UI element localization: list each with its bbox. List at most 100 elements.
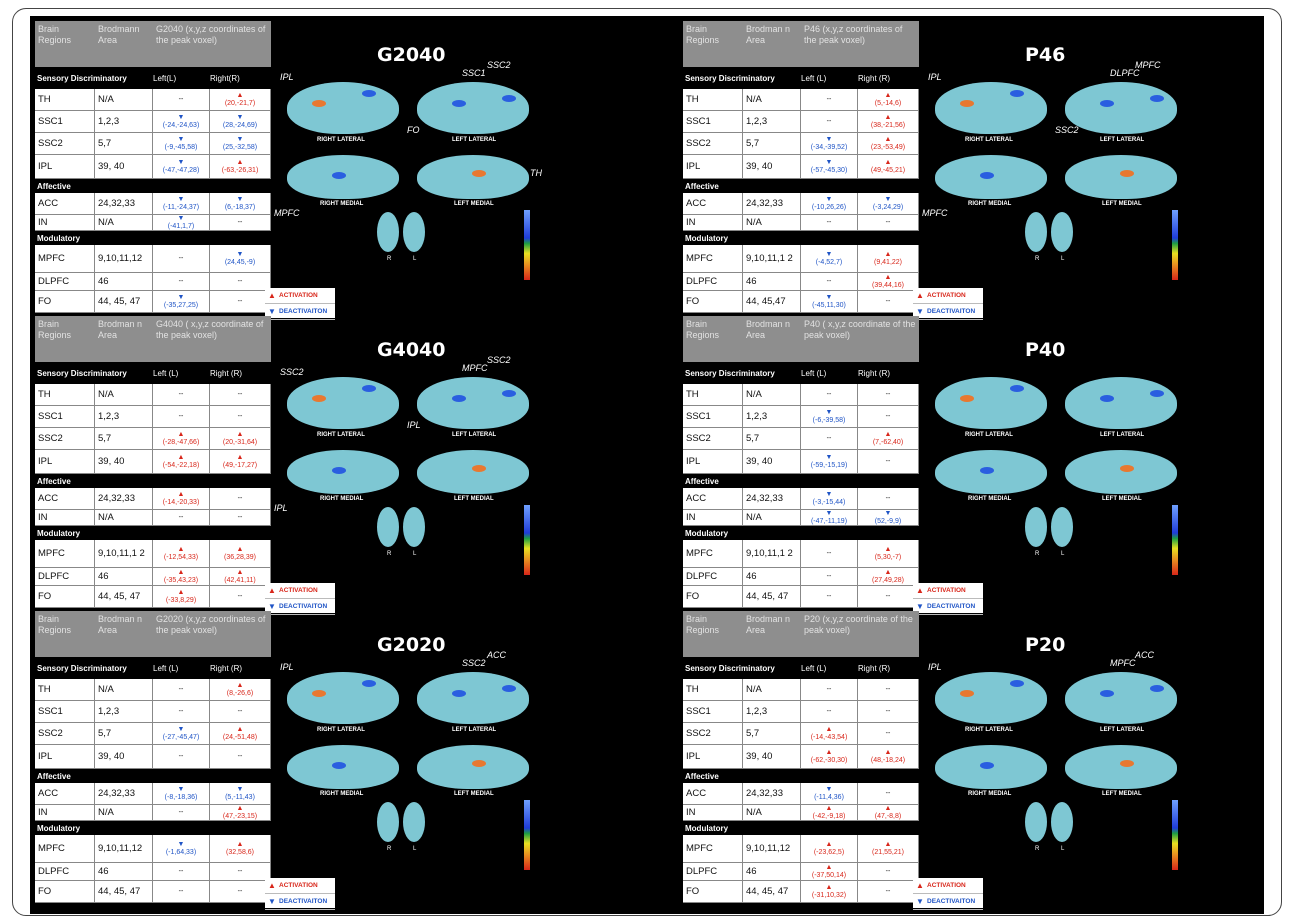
region-annotation: SSC2 xyxy=(487,60,511,70)
coordinate-value: (-33,8,29) xyxy=(165,596,197,604)
activation-spot xyxy=(1100,100,1114,107)
left-value-cell: -- xyxy=(153,273,210,290)
coordinate-value: (-3,-15,44) xyxy=(812,498,846,506)
left-value-cell: -- xyxy=(801,384,858,405)
dorsal-brain-left xyxy=(1051,212,1073,252)
area-cell: 44, 45, 47 xyxy=(743,586,801,607)
left-value-cell: ▲ (-54,-22,18) xyxy=(153,450,210,473)
activation-icon: ▲ xyxy=(177,490,185,498)
area-cell: N/A xyxy=(743,215,801,230)
table-row: ACC 24,32,33 ▲ (-14,-20,33) -- xyxy=(35,488,271,510)
activation-spot xyxy=(1100,395,1114,402)
hemisphere-l-label: L xyxy=(413,551,417,557)
activation-spot xyxy=(312,690,326,697)
coordinate-value: -- xyxy=(237,390,243,398)
table-header: Brain Regions Brodman n Area P20 (x,y,z co… xyxy=(683,611,919,657)
region-cell: IN xyxy=(683,805,743,820)
left-value-cell: -- xyxy=(153,510,210,525)
activation-spot xyxy=(452,690,466,697)
left-value-cell: ▲ (-31,10,32) xyxy=(801,881,858,902)
activation-legend: ▲ ACTIVATION ▼ DEACTIVAITON xyxy=(913,583,983,615)
hemisphere-r-label: R xyxy=(1035,551,1040,557)
header-left: Left(L) xyxy=(153,73,177,83)
table-row: SSC2 5,7 ▼ (-9,-45,58) ▼ (25,-32,58) xyxy=(35,133,271,155)
section-label: Sensory Discriminatory xyxy=(685,73,775,83)
section-row: Modulatory xyxy=(35,821,271,835)
region-annotation: FO xyxy=(407,125,420,135)
region-cell: ACC xyxy=(35,488,95,509)
right-value-cell: ▲ (49,-45,21) xyxy=(858,155,919,178)
table-row: SSC2 5,7 ▲ (-28,-47,66) ▲ (20,-31,64) xyxy=(35,428,271,450)
panel-title: P46 xyxy=(1025,44,1066,66)
header-left: Left (L) xyxy=(801,368,827,378)
section-label: Affective xyxy=(685,476,719,486)
activation-spot xyxy=(1150,390,1164,397)
table-row: SSC2 5,7 ▼ (-34,-39,52) ▲ (23,-53,49) xyxy=(683,133,919,155)
legend-activation: ▲ ACTIVATION xyxy=(265,878,335,894)
area-cell: 44, 45, 47 xyxy=(95,586,153,607)
header-brodmann: Brodman n Area xyxy=(746,614,791,635)
section-label: Sensory Discriminatory xyxy=(37,368,127,378)
header-coordinates: P46 (x,y,z coordinates of the peak voxel… xyxy=(804,24,903,45)
activation-spot xyxy=(980,467,994,474)
left-value-cell: ▼ (-4,52,7) xyxy=(801,245,858,272)
coordinate-value: (-63,-26,31) xyxy=(221,166,259,174)
header-right: Right (R) xyxy=(858,663,891,673)
coordinate-value: (-4,52,7) xyxy=(815,258,843,266)
color-scale xyxy=(1172,505,1178,575)
right-value-cell: ▲ (32,58,6) xyxy=(210,835,271,862)
coordinate-value: (38,-21,56) xyxy=(870,121,906,129)
table-row: SSC2 5,7 -- ▲ (7,-62,40) xyxy=(683,428,919,450)
coordinate-value: -- xyxy=(885,218,891,226)
deactivation-icon: ▼ xyxy=(825,250,833,258)
legend-deactivation-label: DEACTIVAITON xyxy=(279,308,328,315)
area-cell: 1,2,3 xyxy=(743,406,801,427)
coordinate-value: (42,41,11) xyxy=(224,576,256,584)
legend-activation-label: ACTIVATION xyxy=(927,882,966,889)
region-annotation: MPFC xyxy=(922,208,948,218)
activation-spot xyxy=(1120,760,1134,767)
activation-icon: ▲ xyxy=(884,158,892,166)
right-value-cell: ▲ (8,-26,6) xyxy=(210,679,271,700)
coordinate-value: (21,55,21) xyxy=(872,848,904,856)
area-cell: N/A xyxy=(95,215,153,230)
coordinate-value: -- xyxy=(826,549,832,557)
legend-activation-label: ACTIVATION xyxy=(927,587,966,594)
deactivation-icon: ▼ xyxy=(916,307,924,316)
coordinate-value: -- xyxy=(237,513,243,521)
data-table: Brain Regions Brodman n Area P20 (x,y,z co… xyxy=(683,611,919,903)
activation-spot xyxy=(312,395,326,402)
right-value-cell: -- xyxy=(210,215,271,230)
region-annotation: IPL xyxy=(274,503,288,513)
right-lateral-brain xyxy=(287,82,399,134)
coordinate-value: -- xyxy=(178,513,184,521)
coordinate-value: -- xyxy=(885,887,891,895)
left-value-cell: -- xyxy=(801,586,858,607)
area-cell: N/A xyxy=(95,510,153,525)
area-cell: 5,7 xyxy=(743,133,801,154)
activation-spot xyxy=(1100,690,1114,697)
coordinate-value: -- xyxy=(885,707,891,715)
left-lateral-label: LEFT LATERAL xyxy=(1100,137,1145,143)
left-value-cell: ▼ (-35,27,25) xyxy=(153,291,210,312)
coordinate-value: (8,-26,6) xyxy=(226,689,254,697)
coordinate-value: (5,-14,6) xyxy=(874,99,902,107)
coordinate-value: -- xyxy=(178,707,184,715)
activation-spot xyxy=(960,395,974,402)
left-lateral-label: LEFT LATERAL xyxy=(452,432,497,438)
right-value-cell: ▲ (48,-18,24) xyxy=(858,745,919,768)
region-cell: DLPFC xyxy=(35,863,95,880)
area-cell: N/A xyxy=(95,679,153,700)
legend-activation-label: ACTIVATION xyxy=(279,292,318,299)
legend-deactivation-label: DEACTIVAITON xyxy=(927,308,976,315)
legend-deactivation-label: DEACTIVAITON xyxy=(279,898,328,905)
coordinate-value: (20,-31,64) xyxy=(222,438,258,446)
region-annotation: MPFC xyxy=(274,208,300,218)
area-cell: 44, 45, 47 xyxy=(743,881,801,902)
right-value-cell: -- xyxy=(858,450,919,473)
activation-spot xyxy=(1010,90,1024,97)
region-annotation: IPL xyxy=(280,662,294,672)
deactivation-icon: ▼ xyxy=(916,602,924,611)
region-cell: DLPFC xyxy=(683,273,743,290)
coordinate-value: (-24,-24,63) xyxy=(162,121,200,129)
